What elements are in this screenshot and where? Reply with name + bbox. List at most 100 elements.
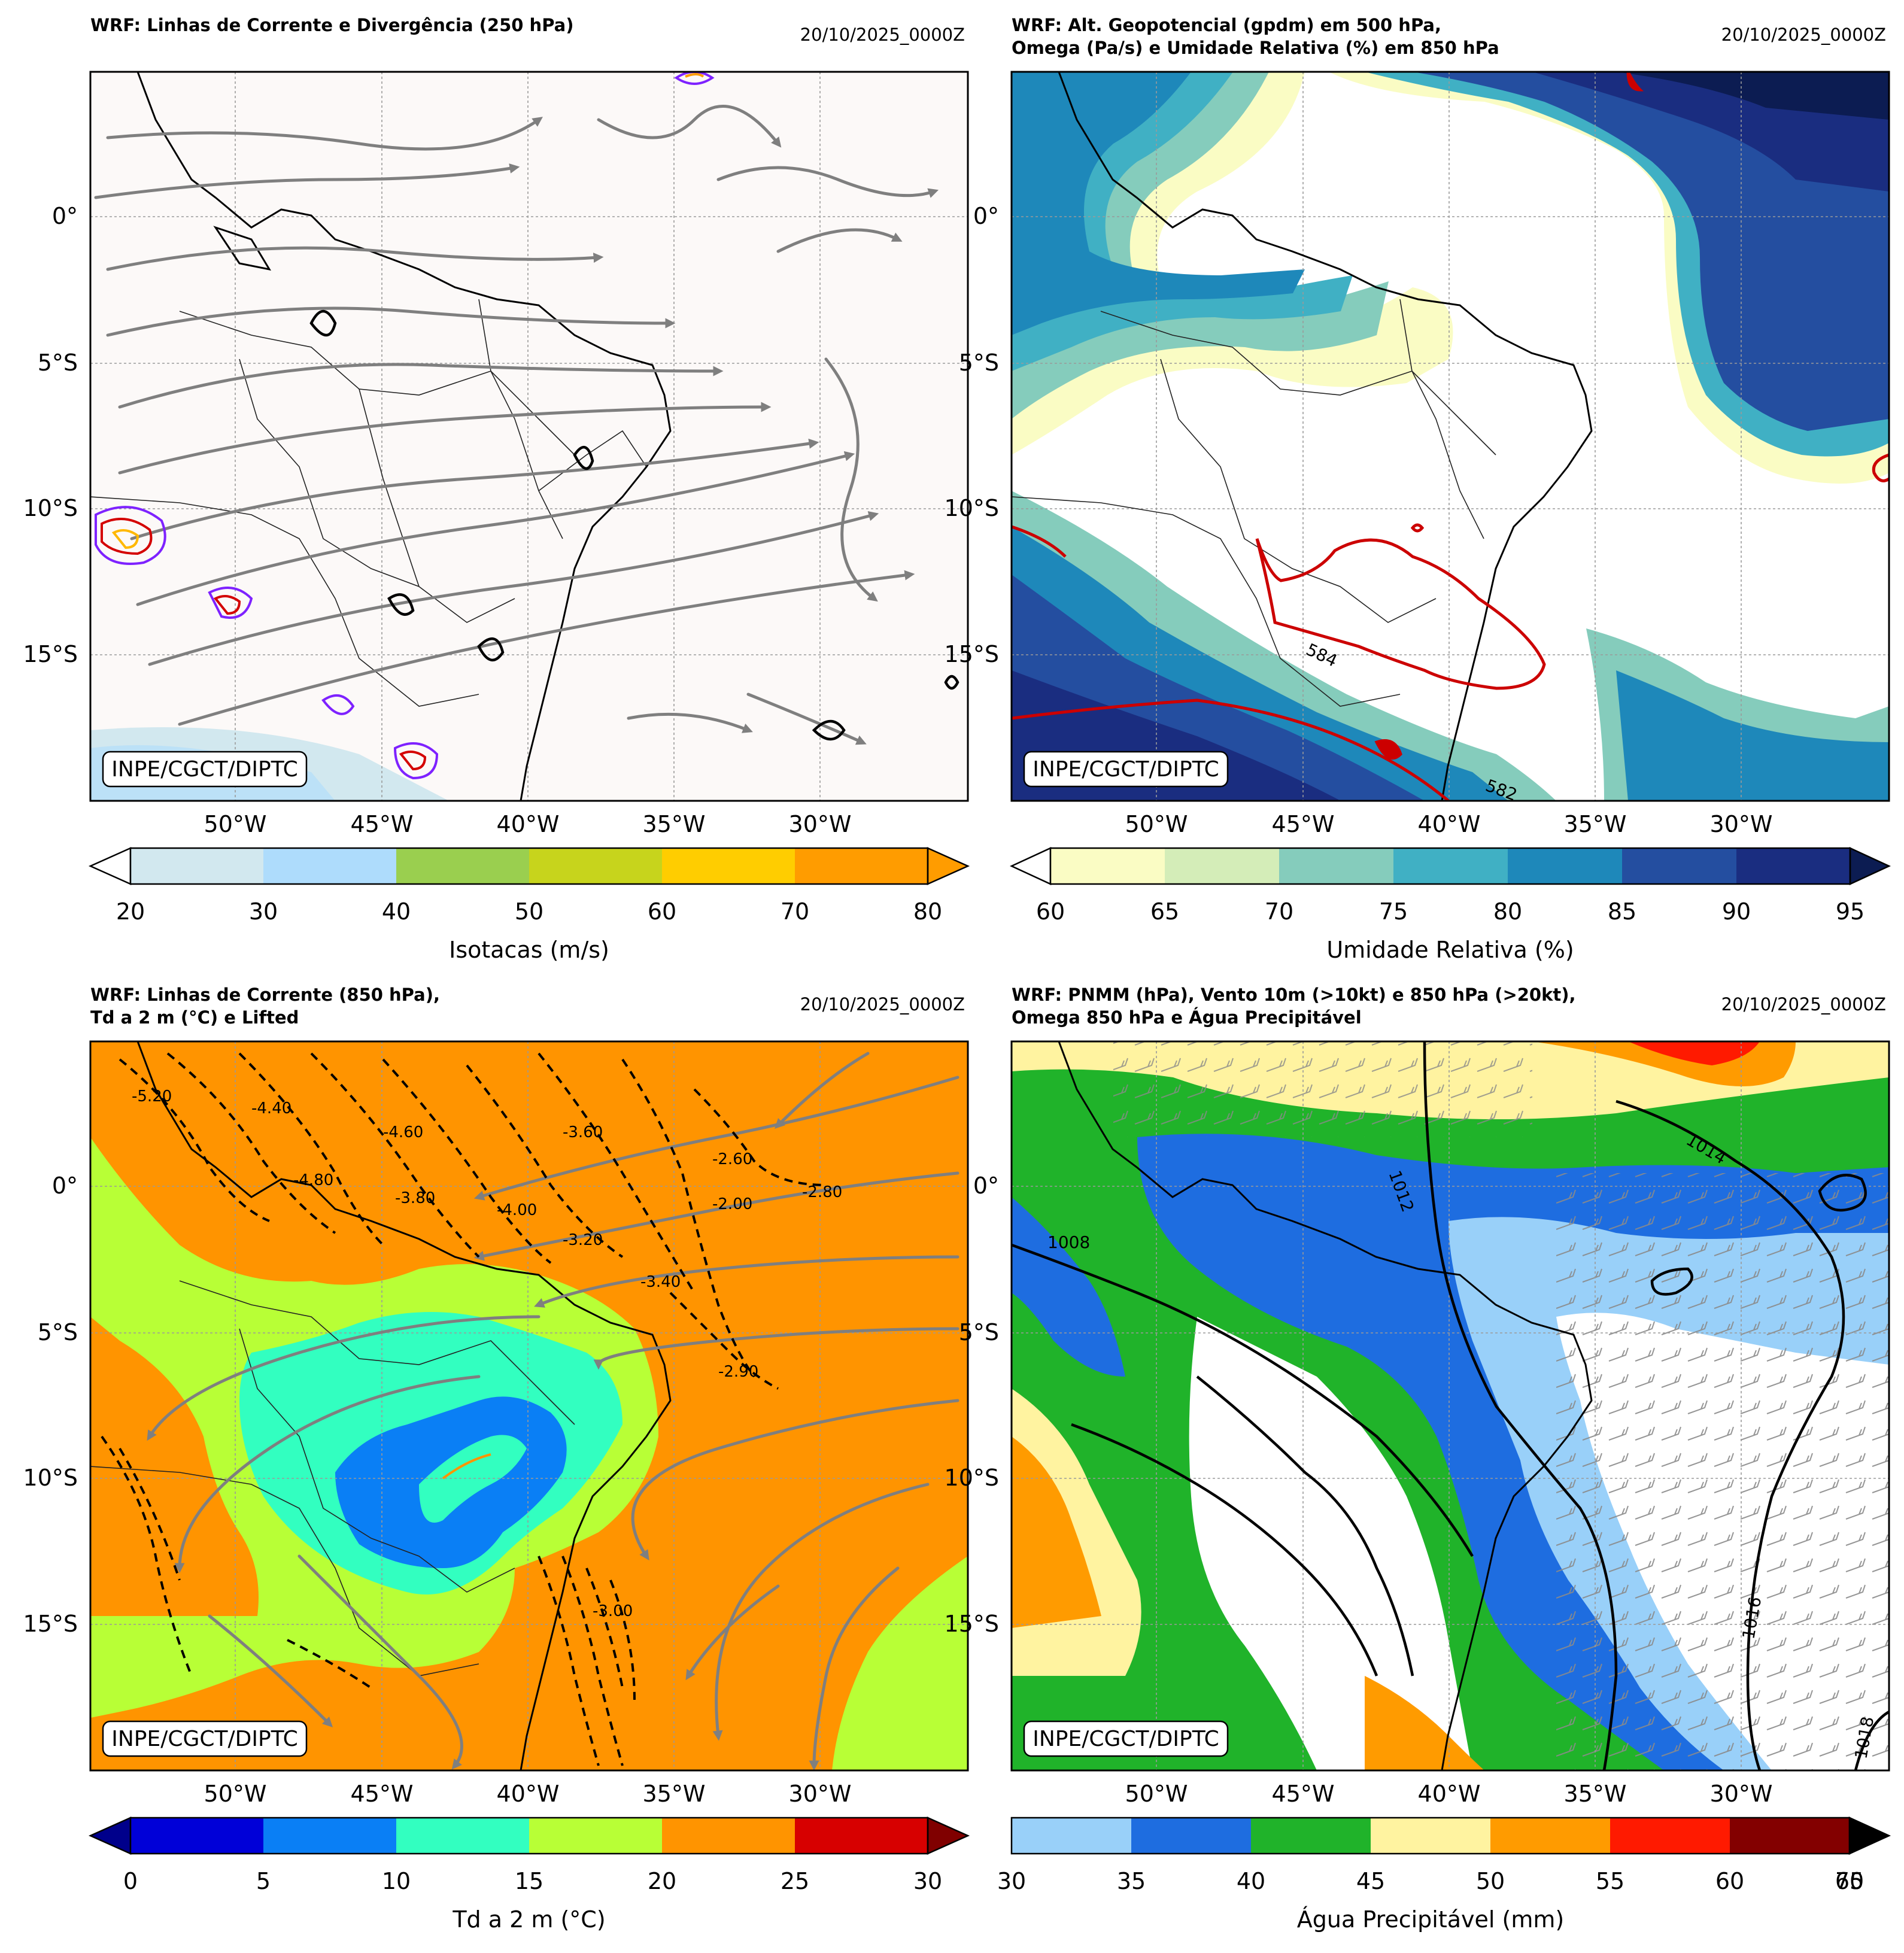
panel1-lon-40w: 40°W	[497, 811, 560, 837]
panel2-colorbar-bin-85	[1622, 848, 1736, 884]
panel1-colorbar-bin-20	[130, 848, 263, 884]
panel4-lon-labels: 50°W 45°W 40°W 35°W 30°W	[1125, 1781, 1773, 1807]
panel1-colorbar-bin-40	[396, 848, 529, 884]
panel4-colorbar-over	[1848, 1817, 1891, 1855]
panel3-contour-label: -3.40	[640, 1273, 681, 1291]
panel4-lon-30w: 30°W	[1710, 1781, 1773, 1807]
panel3-cb-tick: 5	[256, 1868, 271, 1894]
panel2-colorbar-bin-70	[1279, 848, 1393, 884]
panel1-colorbar-bin-60	[662, 848, 795, 884]
panel4-colorbar-bin-60	[1730, 1818, 1850, 1854]
panel2-colorbar-bin-65	[1165, 848, 1279, 884]
panel2-lat-5s: 5°S	[959, 350, 999, 376]
panel3-colorbar-label: Td a 2 m (°C)	[452, 1906, 605, 1933]
panel2-cb-tick: 85	[1608, 898, 1636, 925]
panel3-colorbar-bin-15	[529, 1818, 662, 1854]
panel4-cb-tick: 65	[1835, 1868, 1864, 1894]
panel2-lon-40w: 40°W	[1418, 811, 1481, 837]
panel4-cb-tick: 30	[997, 1868, 1026, 1894]
panel-streamlines-850hpa-dewpoint: WRF: Linhas de Corrente (850 hPa), Td a …	[23, 985, 970, 1933]
panel1-colorbar: 20 30 40 50 60 70 80 Isotacas (m/s)	[88, 847, 970, 963]
panel1-lat-10s: 10°S	[23, 495, 78, 521]
panel3-contour-label: -4.80	[293, 1171, 333, 1189]
panel2-cb-tick: 60	[1036, 898, 1065, 925]
panel1-lat-5s: 5°S	[38, 350, 78, 376]
panel3-contour-label: -3.00	[593, 1602, 633, 1620]
panel1-timestamp: 20/10/2025_0000Z	[800, 25, 965, 45]
panel4-lon-40w: 40°W	[1418, 1781, 1481, 1807]
panel1-colorbar-bin-50	[529, 848, 662, 884]
panel4-lat-0: 0°	[973, 1173, 999, 1199]
panel1-cb-tick: 70	[781, 898, 809, 925]
panel2-cb-tick: 90	[1722, 898, 1751, 925]
panel1-colorbar-over	[927, 847, 970, 885]
panel2-lon-45w: 45°W	[1272, 811, 1335, 837]
panel1-cb-tick: 80	[913, 898, 942, 925]
panel4-lat-labels: 0° 5°S 10°S 15°S	[945, 1173, 999, 1637]
panel3-timestamp: 20/10/2025_0000Z	[800, 994, 965, 1015]
panel1-map: INPE/CGCT/DIPTC	[90, 72, 968, 801]
panel1-lon-35w: 35°W	[643, 811, 706, 837]
panel3-cb-tick: 30	[913, 1868, 942, 1894]
panel3-map: -5.20 -4.40 -4.80 -4.60 -3.60 -4.00 -2.6…	[90, 1041, 968, 1770]
panel2-timestamp: 20/10/2025_0000Z	[1721, 25, 1886, 45]
panel2-colorbar-under	[1010, 847, 1052, 885]
panel4-cb-tick: 70	[1835, 1868, 1864, 1894]
panel3-contour-label: -3.20	[563, 1231, 603, 1249]
panel4-cb-tick: 40	[1237, 1868, 1265, 1894]
panel2-cb-tick: 75	[1379, 898, 1408, 925]
panel2-title-line2: Omega (Pa/s) e Umidade Relativa (%) em 8…	[1012, 38, 1499, 58]
panel4-lon-50w: 50°W	[1125, 1781, 1188, 1807]
panel2-cb-tick: 80	[1493, 898, 1522, 925]
panel1-cb-tick: 60	[648, 898, 676, 925]
panel3-lon-40w: 40°W	[497, 1781, 560, 1807]
panel3-contour-label: -4.60	[383, 1123, 423, 1141]
panel2-colorbar-bin-60	[1050, 848, 1165, 884]
panel1-cb-tick: 30	[249, 898, 278, 925]
panel4-lon-35w: 35°W	[1564, 1781, 1627, 1807]
panel2-title-line1: WRF: Alt. Geopotencial (gpdm) em 500 hPa…	[1012, 15, 1441, 35]
panel3-lon-35w: 35°W	[643, 1781, 706, 1807]
panel3-cb-tick: 20	[648, 1868, 676, 1894]
panel1-colorbar-bin-70	[795, 848, 928, 884]
panel2-cb-tick: 95	[1836, 898, 1864, 925]
panel1-cb-tick: 50	[515, 898, 543, 925]
panel3-title-line2: Td a 2 m (°C) e Lifted	[90, 1007, 299, 1028]
panel2-lat-0: 0°	[973, 203, 999, 229]
panel2-colorbar-over	[1849, 847, 1891, 885]
panel4-lat-5s: 5°S	[959, 1319, 999, 1345]
panel3-colorbar-bin-20	[662, 1818, 795, 1854]
panel4-title-line1: WRF: PNMM (hPa), Vento 10m (>10kt) e 850…	[1012, 985, 1576, 1005]
panel4-lon-45w: 45°W	[1272, 1781, 1335, 1807]
panel4-colorbar-bin-40	[1251, 1818, 1371, 1854]
panel2-lon-35w: 35°W	[1564, 811, 1627, 837]
panel-streamlines-250hpa: WRF: Linhas de Corrente e Divergência (2…	[23, 15, 970, 963]
panel4-timestamp: 20/10/2025_0000Z	[1721, 994, 1886, 1015]
panel1-colorbar-bin-30	[263, 848, 396, 884]
panel3-contour-label: -5.20	[132, 1088, 172, 1105]
panel4-colorbar-bin-55	[1610, 1818, 1730, 1854]
panel3-lat-labels: 0° 5°S 10°S 15°S	[23, 1173, 78, 1637]
panel3-credit: INPE/CGCT/DIPTC	[111, 1727, 297, 1751]
panel3-lon-50w: 50°W	[204, 1781, 267, 1807]
panel3-contour-label: -4.00	[497, 1201, 537, 1219]
panel1-lat-labels: 0° 5°S 10°S 15°S	[23, 203, 78, 667]
panel3-cb-tick: 10	[382, 1868, 411, 1894]
panel4-cb-tick: 60	[1715, 1868, 1744, 1894]
panel3-lon-45w: 45°W	[351, 1781, 414, 1807]
panel4-colorbar-bin-50	[1490, 1818, 1610, 1854]
panel3-contour-label: -2.80	[802, 1183, 842, 1201]
panel2-colorbar-bin-80	[1508, 848, 1622, 884]
panel3-contour-label: -4.40	[251, 1099, 291, 1117]
panel3-contour-label: -3.80	[395, 1189, 435, 1207]
panel1-lat-15s: 15°S	[23, 641, 78, 667]
panel4-colorbar-bin-45	[1371, 1818, 1490, 1854]
panel2-colorbar-label: Umidade Relativa (%)	[1326, 937, 1574, 963]
panel2-cb-tick: 70	[1265, 898, 1293, 925]
panel2-map: 584 582 INPE/CGCT/DIPTC	[1012, 72, 1889, 801]
panel2-colorbar-bin-75	[1393, 848, 1508, 884]
panel3-colorbar-bin-10	[396, 1818, 529, 1854]
panel2-credit: INPE/CGCT/DIPTC	[1033, 757, 1219, 782]
panel3-colorbar-under	[88, 1817, 132, 1855]
